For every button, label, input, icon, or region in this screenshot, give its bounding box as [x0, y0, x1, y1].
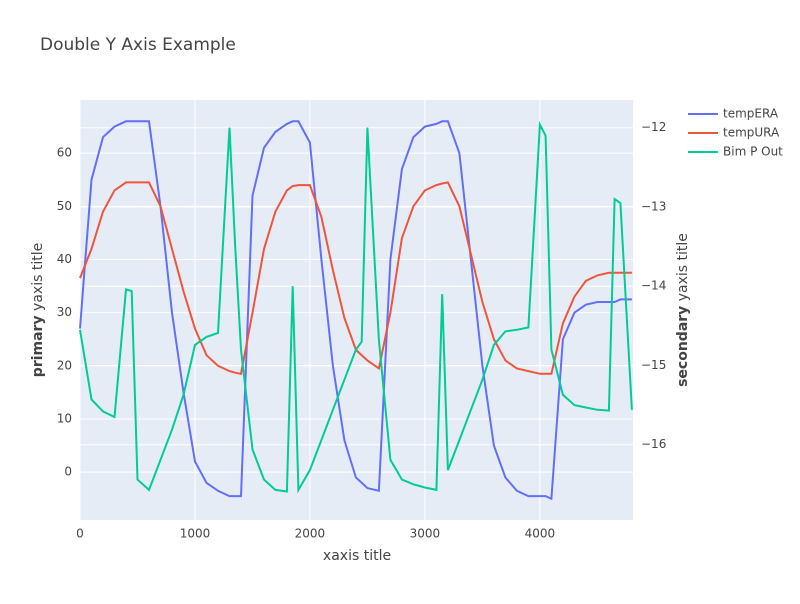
- series-line: [79, 120, 632, 501]
- x-tick-label: 0: [76, 527, 84, 541]
- x-tick-label: 1000: [180, 527, 211, 541]
- y2-tick-label: −14: [641, 279, 666, 293]
- y-tick-label: 50: [57, 199, 72, 213]
- y2-tick-label: −13: [641, 199, 666, 213]
- y-tick-label: 60: [57, 146, 72, 160]
- legend-label: tempURA: [723, 126, 780, 140]
- chart-title: Double Y Axis Example: [40, 35, 236, 55]
- x-tick-label: 3000: [410, 527, 441, 541]
- y-axis-title: primary yaxis title: [30, 243, 46, 377]
- y-axis-title-bold: primary: [30, 315, 46, 377]
- y-tick-label: 30: [57, 305, 72, 319]
- y2-axis-title-bold: secondary: [675, 306, 691, 387]
- y-axis-title-rest: yaxis title: [30, 243, 46, 311]
- series-line: [79, 120, 633, 494]
- legend-label: Bim P Out: [723, 145, 783, 159]
- y2-tick-label: −15: [641, 358, 666, 372]
- y-tick-label: 40: [57, 252, 72, 266]
- x-tick-label: 4000: [525, 527, 556, 541]
- y2-axis-title: secondary yaxis title: [675, 233, 691, 387]
- y-tick-label: 20: [57, 358, 72, 372]
- series-line: [79, 181, 632, 375]
- y2-axis-title-rest: yaxis title: [675, 233, 691, 301]
- y-tick-label: 10: [57, 411, 72, 425]
- y-tick-label: 0: [64, 465, 72, 479]
- x-tick-label: 2000: [295, 527, 326, 541]
- x-axis-title: xaxis title: [323, 548, 391, 564]
- y2-tick-label: −12: [641, 120, 666, 134]
- y2-tick-label: −16: [641, 437, 666, 451]
- legend-label: tempERA: [723, 107, 779, 121]
